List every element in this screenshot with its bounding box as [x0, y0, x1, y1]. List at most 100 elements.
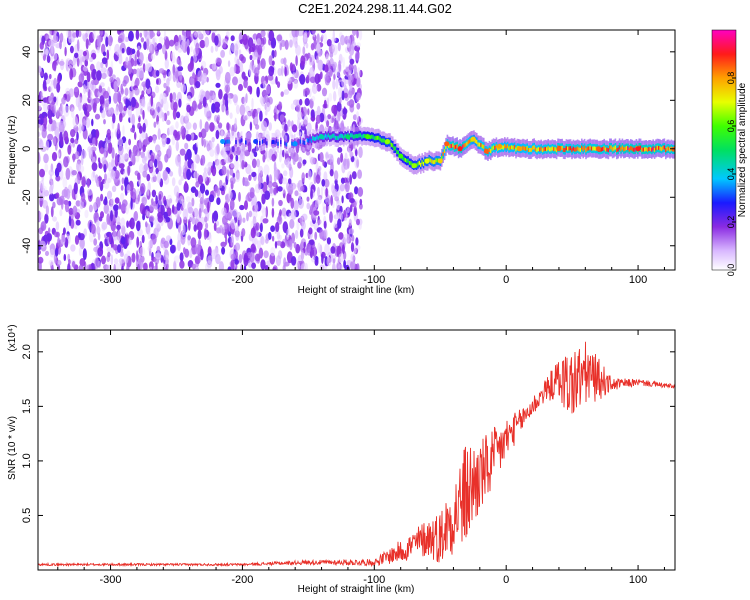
- noise-blob: [216, 159, 222, 170]
- noise-blob: [147, 102, 151, 113]
- signal-core: [383, 138, 386, 143]
- noise-blob: [204, 216, 208, 223]
- noise-blob: [256, 158, 261, 168]
- noise-blob: [121, 265, 124, 270]
- signal-core: [536, 148, 538, 153]
- noise-blob: [265, 238, 269, 244]
- noise-blob: [126, 220, 129, 228]
- noise-blob: [357, 169, 362, 179]
- noise-blob: [125, 98, 129, 109]
- noise-blob: [38, 119, 44, 125]
- noise-blob: [90, 223, 96, 235]
- signal-core: [565, 146, 568, 151]
- noise-blob: [71, 170, 77, 176]
- noise-blob: [322, 159, 325, 167]
- signal-core: [406, 158, 408, 163]
- noise-blob: [264, 190, 271, 200]
- noise-blob: [39, 240, 46, 248]
- noise-blob: [55, 221, 60, 231]
- noise-blob: [329, 52, 334, 58]
- noise-blob: [172, 92, 177, 101]
- signal-core: [553, 147, 555, 152]
- noise-blob: [98, 216, 103, 222]
- noise-blob: [177, 44, 183, 53]
- noise-blob: [122, 125, 125, 137]
- noise-blob: [88, 132, 92, 139]
- noise-blob: [73, 87, 79, 93]
- noise-blob: [136, 188, 142, 199]
- noise-blob: [92, 137, 96, 147]
- noise-blob: [329, 69, 333, 78]
- noise-blob: [266, 150, 270, 159]
- noise-blob: [47, 109, 53, 120]
- noise-blob: [98, 160, 101, 169]
- noise-blob: [150, 53, 155, 60]
- noise-blob: [343, 259, 346, 269]
- noise-blob: [102, 51, 107, 57]
- noise-blob: [120, 192, 125, 201]
- noise-blob: [155, 85, 160, 94]
- noise-blob: [186, 168, 192, 181]
- noise-blob: [104, 141, 109, 151]
- signal-core: [477, 142, 479, 147]
- noise-blob: [44, 213, 49, 224]
- noise-blob: [220, 49, 226, 58]
- noise-blob: [294, 229, 299, 239]
- noise-blob: [349, 58, 355, 65]
- noise-blob: [234, 242, 241, 251]
- noise-blob: [341, 195, 344, 204]
- noise-blob: [294, 190, 299, 197]
- noise-blob: [122, 79, 127, 87]
- signal-core: [329, 135, 331, 140]
- signal-point: [437, 158, 443, 164]
- noise-blob: [38, 256, 44, 264]
- noise-blob: [222, 42, 227, 49]
- noise-blob: [254, 51, 259, 60]
- signal-core: [302, 140, 304, 145]
- noise-blob: [91, 118, 94, 127]
- noise-blob: [299, 74, 306, 85]
- noise-blob: [300, 263, 306, 270]
- signal-point: [556, 146, 562, 152]
- noise-blob: [215, 253, 221, 265]
- noise-blob: [176, 57, 180, 65]
- noise-blob: [229, 99, 232, 105]
- noise-blob: [257, 181, 262, 190]
- noise-blob: [289, 39, 293, 48]
- noise-blob: [104, 99, 110, 108]
- noise-blob: [80, 56, 83, 67]
- noise-blob: [224, 71, 231, 84]
- noise-blob: [257, 172, 263, 184]
- noise-blob: [324, 64, 329, 73]
- noise-blob: [209, 148, 215, 157]
- x-tick-label: 100: [629, 274, 647, 286]
- noise-blob: [218, 179, 223, 189]
- signal-core: [569, 146, 572, 151]
- noise-blob: [202, 171, 208, 182]
- noise-blob: [253, 238, 257, 246]
- noise-blob: [299, 228, 304, 238]
- noise-blob: [306, 202, 311, 210]
- signal-point: [497, 143, 503, 149]
- noise-blob: [261, 120, 268, 132]
- noise-blob: [141, 96, 145, 108]
- signal-core: [663, 145, 666, 150]
- noise-blob: [158, 36, 164, 45]
- signal-core: [631, 146, 633, 151]
- signal-core: [548, 147, 551, 152]
- noise-blob: [245, 194, 249, 201]
- signal-core: [224, 140, 226, 145]
- noise-blob: [326, 237, 331, 245]
- noise-blob: [43, 153, 49, 164]
- noise-blob: [52, 35, 59, 44]
- signal-point: [483, 148, 489, 154]
- noise-blob: [61, 97, 66, 105]
- signal-core: [445, 144, 447, 149]
- signal-core: [285, 142, 288, 147]
- noise-blob: [72, 153, 76, 163]
- noise-blob: [336, 101, 342, 112]
- noise-blob: [194, 244, 201, 255]
- signal-core: [266, 141, 268, 146]
- noise-blob: [275, 255, 282, 267]
- noise-blob: [45, 250, 49, 257]
